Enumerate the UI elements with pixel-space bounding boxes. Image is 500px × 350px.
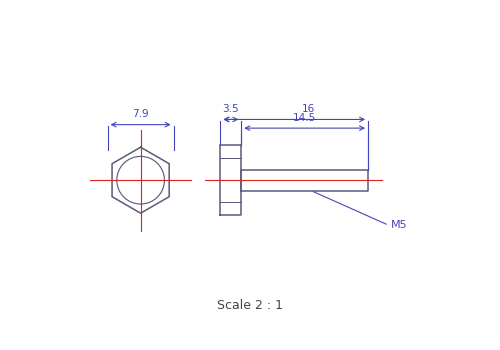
Text: 7.9: 7.9 bbox=[132, 110, 149, 119]
Text: 16: 16 bbox=[302, 104, 315, 114]
Text: Scale 2 : 1: Scale 2 : 1 bbox=[217, 299, 283, 312]
Text: M5: M5 bbox=[390, 220, 407, 230]
Text: 3.5: 3.5 bbox=[222, 104, 239, 114]
Text: 14.5: 14.5 bbox=[293, 113, 316, 123]
